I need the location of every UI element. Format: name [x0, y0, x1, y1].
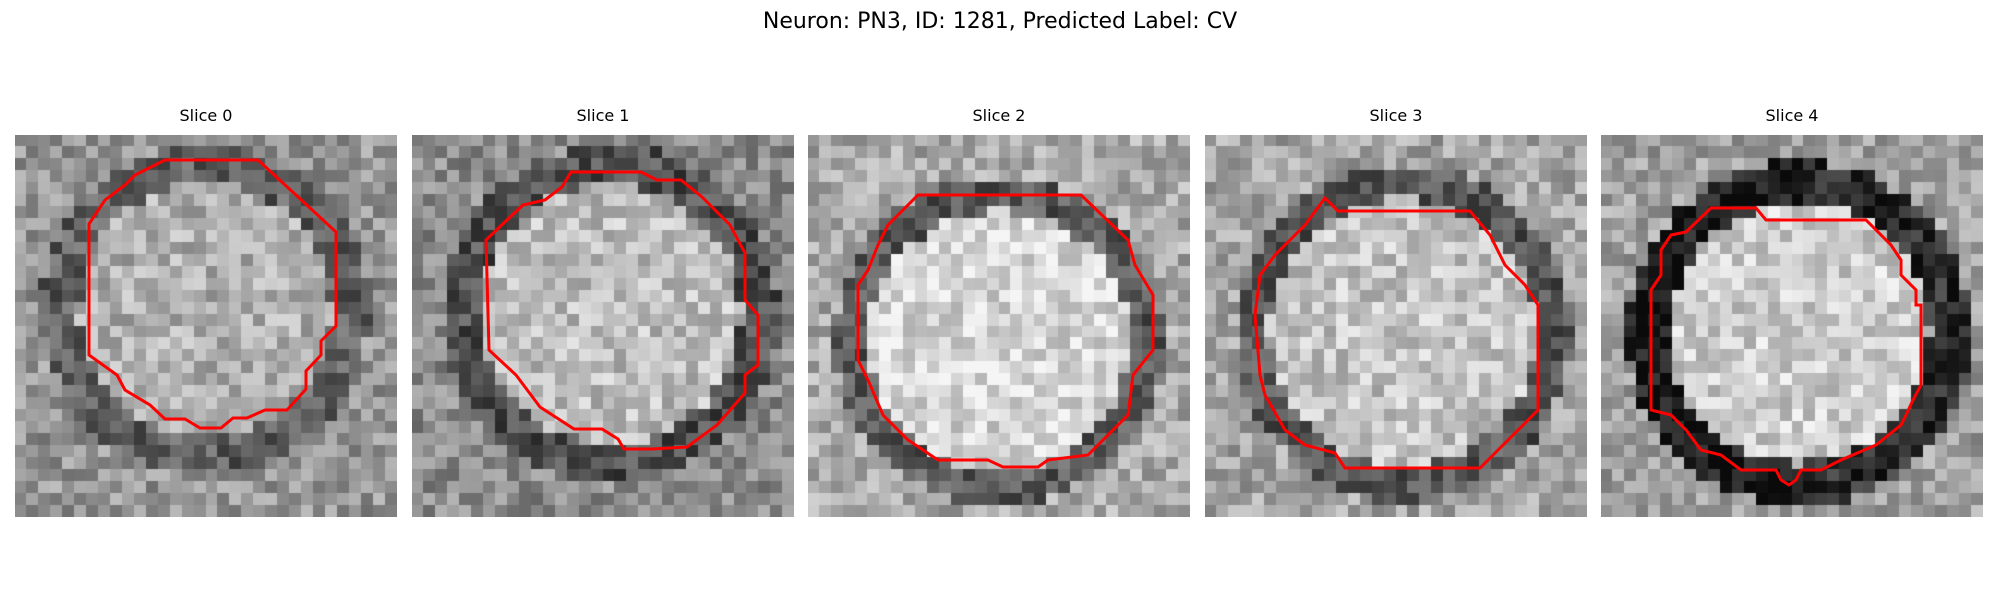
slice-panel-4: Slice 4 [1601, 105, 1983, 517]
slice-0-title: Slice 0 [179, 106, 233, 125]
slice-panel-1: Slice 1 [412, 105, 794, 517]
slice-1-image [412, 135, 794, 517]
slice-3-title: Slice 3 [1369, 106, 1423, 125]
slice-3-image [1205, 135, 1587, 517]
slice-panel-3: Slice 3 [1205, 105, 1587, 517]
slice-0-image [15, 135, 397, 517]
slice-panel-0: Slice 0 [15, 105, 397, 517]
slice-2-title: Slice 2 [972, 106, 1026, 125]
slice-1-title: Slice 1 [576, 106, 630, 125]
slice-panel-2: Slice 2 [808, 105, 1190, 517]
slice-2-image [808, 135, 1190, 517]
slice-4-image [1601, 135, 1983, 517]
figure-title: Neuron: PN3, ID: 1281, Predicted Label: … [762, 9, 1238, 34]
slice-4-title: Slice 4 [1765, 106, 1819, 125]
